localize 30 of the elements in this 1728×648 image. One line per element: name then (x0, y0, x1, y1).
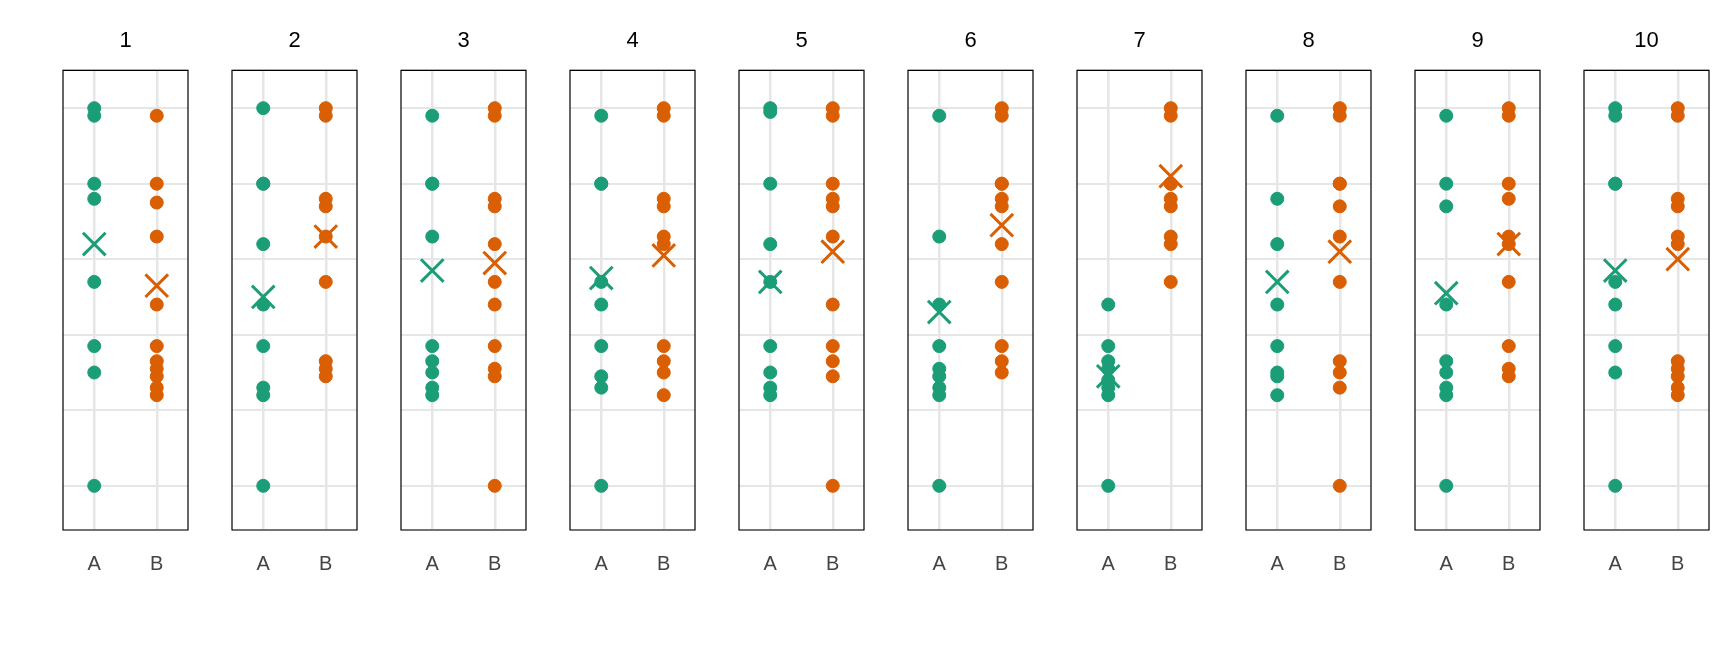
x-tick-label: B (319, 551, 333, 574)
x-tick-label: B (1164, 551, 1178, 574)
chart-title: 7 (1133, 27, 1146, 53)
chart-title: 9 (1471, 27, 1484, 53)
x-tick-label: B (657, 551, 671, 574)
x-tick-label: B (150, 551, 164, 574)
x-tick-label: A (763, 551, 778, 574)
chart-title: 5 (795, 27, 808, 53)
x-tick-label: A (594, 551, 609, 574)
x-tick-label: A (1270, 551, 1285, 574)
x-tick-label: A (1608, 551, 1623, 574)
x-tick-label: B (1333, 551, 1347, 574)
x-tick-label: A (87, 551, 102, 574)
chart-title: 4 (626, 27, 639, 53)
chart-title: 6 (964, 27, 977, 53)
x-tick-label: B (1671, 551, 1685, 574)
x-tick-label: A (256, 551, 271, 574)
chart-title: 2 (288, 27, 301, 53)
x-tick-label: A (1439, 551, 1454, 574)
x-tick-label: B (826, 551, 840, 574)
chart-title: 1 (119, 27, 132, 53)
chart-title: 8 (1302, 27, 1315, 53)
x-tick-label: B (1502, 551, 1516, 574)
x-tick-label: A (1101, 551, 1116, 574)
chart-title: 3 (457, 27, 470, 53)
x-tick-label: A (932, 551, 947, 574)
x-tick-label: B (488, 551, 502, 574)
x-tick-label: A (425, 551, 440, 574)
chart-title: 10 (1634, 27, 1659, 53)
x-tick-label: B (995, 551, 1009, 574)
